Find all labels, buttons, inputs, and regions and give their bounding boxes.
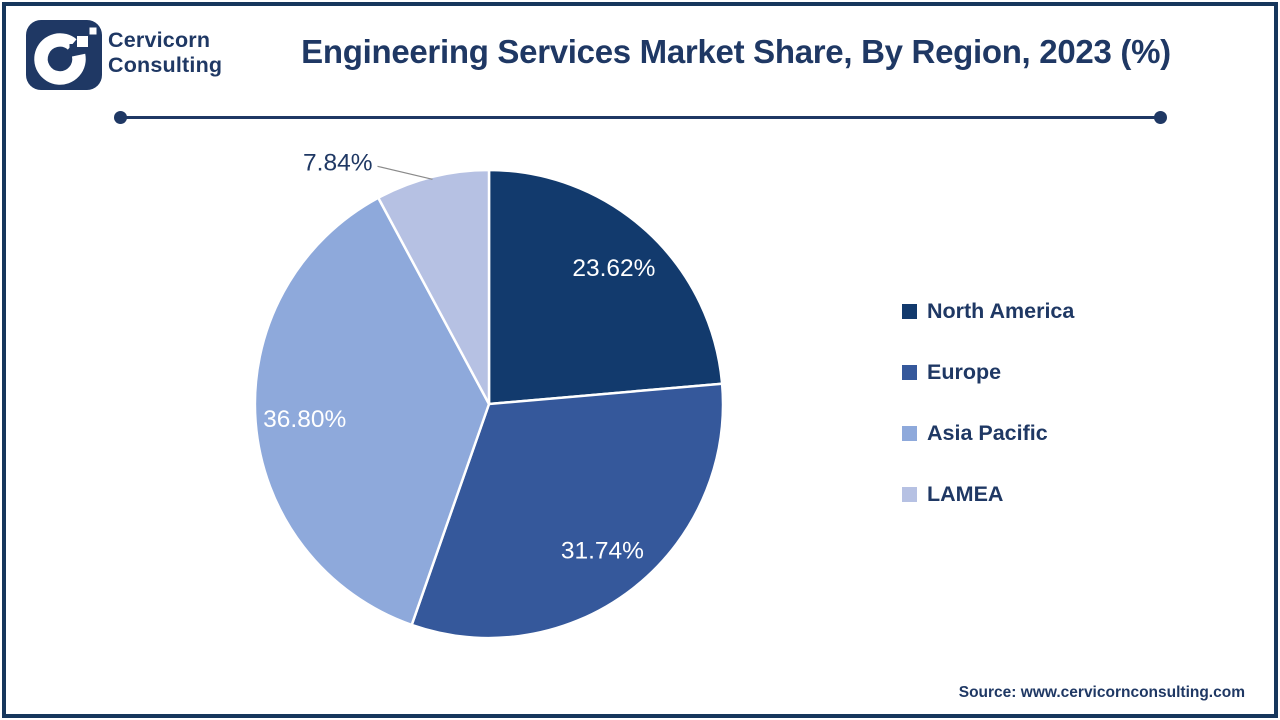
legend-swatch-lamea <box>902 487 917 502</box>
cervicorn-logo-icon <box>26 20 102 90</box>
slice-label-north-america: 23.62% <box>572 255 655 282</box>
legend-swatch-europe <box>902 365 917 380</box>
brand-name-line2: Consulting <box>108 53 223 77</box>
slice-label-asia-pacific: 36.80% <box>263 406 346 433</box>
chart-legend: North America Europe Asia Pacific LAMEA <box>902 299 1075 544</box>
brand-name-line1: Cervicorn <box>108 28 211 52</box>
legend-item-europe: Europe <box>902 360 1074 384</box>
legend-label-lamea: LAMEA <box>927 482 1004 506</box>
brand-logo <box>26 20 104 97</box>
legend-item-lamea: LAMEA <box>902 482 1074 506</box>
pie-slice-north-america <box>487 168 724 406</box>
legend-label-asia-pacific: Asia Pacific <box>927 421 1048 445</box>
source-note: Source: www.cervicornconsulting.com <box>958 684 1245 701</box>
slice-label-lamea: 7.84% <box>303 149 372 176</box>
legend-label-north-america: North America <box>927 299 1075 323</box>
slice-label-europe: 31.74% <box>561 538 644 565</box>
chart-title: Engineering Services Market Share, By Re… <box>301 33 1171 70</box>
pie-slice-europe <box>410 382 725 640</box>
legend-item-asia-pacific: Asia Pacific <box>902 421 1074 445</box>
pie-slice-lamea <box>377 168 491 406</box>
pie-slice-asia-pacific <box>253 196 491 627</box>
legend-item-north-america: North America <box>902 299 1075 323</box>
legend-swatch-asia-pacific <box>902 426 917 441</box>
title-underline <box>114 111 1167 124</box>
pie-chart: 23.62% 31.74% 36.80% 7.84% <box>253 149 725 640</box>
legend-label-europe: Europe <box>927 360 1002 384</box>
legend-swatch-north-america <box>902 304 917 319</box>
pie-chart-area: 23.62% 31.74% 36.80% 7.84% <box>230 145 750 665</box>
brand-wordmark: Cervicorn Consulting <box>108 28 222 78</box>
label-leader-line <box>377 165 433 180</box>
